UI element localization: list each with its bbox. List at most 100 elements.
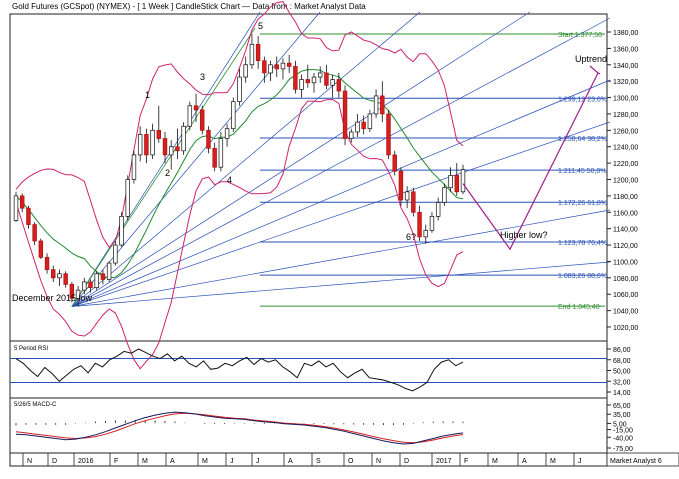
footer-tag-box <box>606 452 679 467</box>
macd-signal-line <box>15 412 464 444</box>
fib-level-label: 1.083,26 88,6% <box>558 273 607 280</box>
candle-body <box>299 79 304 90</box>
candle-body <box>32 224 37 242</box>
rsi-tick-label: 68,00 <box>613 358 631 365</box>
candle-body <box>168 146 174 156</box>
bollinger-upper-line <box>15 0 464 248</box>
wave-annotation-label: 3 <box>200 72 205 82</box>
x-axis-label: D <box>404 458 409 465</box>
fib-level-label: 1.250,64 38,2% <box>558 136 607 143</box>
gann-fan-line <box>71 121 611 307</box>
candle-body <box>417 211 422 238</box>
candle-body <box>237 76 242 103</box>
x-axis-label: 2017 <box>436 458 452 465</box>
candle-body <box>355 121 360 133</box>
candle-body <box>280 62 286 70</box>
wave-annotation-label: 2 <box>165 168 170 178</box>
gann-fan-line <box>71 11 421 307</box>
x-axis-label: A <box>170 458 175 465</box>
price-tick-label: 1040,00 <box>613 309 638 316</box>
wave-annotation-label: 5 <box>258 21 263 31</box>
candle-body <box>380 95 385 115</box>
gann-fan-line-primary <box>71 27 256 307</box>
candle-body <box>361 121 366 130</box>
macd-tick-label: -75,00 <box>613 446 633 453</box>
chart-title: Gold Futures (GCSpot) (NYMEX) - [ 1 Week… <box>12 2 366 11</box>
price-tick-label: 1320,00 <box>613 79 638 86</box>
candle-body <box>392 154 397 172</box>
gann-fan-line <box>71 79 611 307</box>
candle-body <box>442 187 447 203</box>
candle-body <box>100 273 106 280</box>
candle-body <box>212 148 217 168</box>
x-axis: N D 2016 F M A M J J A S O N D 2017 F M A M J Market Analyst… <box>22 452 679 467</box>
price-tick-label: 1240,00 <box>613 145 638 152</box>
candle-body <box>336 79 342 92</box>
macd-panel: 5/26/5 MACD-C 65,00 35,00 5,00-15,00-40,00 -… <box>14 402 633 453</box>
macd-tick-label: 65,00 <box>613 403 631 410</box>
candle-body <box>57 273 62 279</box>
candle-body <box>26 207 31 225</box>
candle-body <box>386 113 391 156</box>
candle-body <box>293 66 298 90</box>
candle-body <box>218 138 224 168</box>
candle-body <box>342 90 348 139</box>
candle-body <box>131 154 137 180</box>
x-axis-label: A <box>522 458 527 465</box>
candle-body <box>150 129 155 156</box>
candle-body <box>38 240 44 258</box>
price-tick-label: 1020,00 <box>613 325 638 332</box>
candle-body <box>324 72 329 86</box>
candle-body <box>13 195 19 221</box>
x-axis-label: A <box>288 458 293 465</box>
rsi-tick-label: 32,00 <box>613 379 631 386</box>
fib-level-label: 1.123,78 76,4% <box>558 240 607 247</box>
candle-body <box>63 273 68 285</box>
x-axis-label: J <box>256 458 260 465</box>
macd-tick-label: -15,00 <box>613 428 633 435</box>
candle-body <box>311 76 317 84</box>
price-tick-label: 1160,00 <box>613 210 638 217</box>
candle-body <box>373 95 379 115</box>
fib-level-label: Start 1.377,50 <box>558 32 602 39</box>
candle-body <box>206 129 211 149</box>
gann-fan-line <box>71 261 611 307</box>
candle-body <box>262 60 267 74</box>
candle-body <box>144 134 149 156</box>
price-tick-label: 1100,00 <box>613 259 638 266</box>
candle-body <box>367 113 373 130</box>
candle-body <box>411 191 416 213</box>
candle-body <box>75 289 81 299</box>
candle-body <box>113 244 118 264</box>
candle-body <box>454 175 460 193</box>
x-axis-label: M <box>202 458 208 465</box>
candle-body <box>404 191 410 201</box>
wave-annotation-label: Higher low? <box>500 230 548 240</box>
price-tick-label: 1140,00 <box>613 227 638 234</box>
x-axis-label: F <box>114 458 118 465</box>
candle-body <box>317 72 323 78</box>
candle-body <box>175 146 180 152</box>
macd-tick-label: 35,00 <box>613 412 631 419</box>
price-tick-label: 1120,00 <box>613 243 638 250</box>
candle-body <box>69 284 75 299</box>
price-tick-label: 1340,00 <box>613 63 638 70</box>
price-tick-label: 1200,00 <box>613 178 638 185</box>
price-tick-label: 1300,00 <box>613 96 638 103</box>
candle-body <box>94 273 99 289</box>
x-axis-label: D <box>52 458 57 465</box>
gann-fan-line <box>71 11 261 307</box>
price-tick-label: 1060,00 <box>613 292 638 299</box>
bollinger-lower-line <box>15 98 464 370</box>
x-axis-label: J <box>230 458 234 465</box>
gann-fan-line <box>71 17 611 307</box>
fib-level-label: 1.172,26 61,8% <box>558 200 607 207</box>
footer-tag-label: Market Analyst 6 <box>610 458 662 465</box>
fib-level-label: End 1.045,40 <box>558 304 600 311</box>
x-axis-label: O <box>348 458 354 465</box>
candle-body <box>44 256 50 270</box>
fib-level-label: 1.211,45 50,0% <box>558 168 607 175</box>
price-tick-label: 1080,00 <box>613 276 638 283</box>
candle-body <box>249 43 255 66</box>
x-axis-label: S <box>316 458 321 465</box>
